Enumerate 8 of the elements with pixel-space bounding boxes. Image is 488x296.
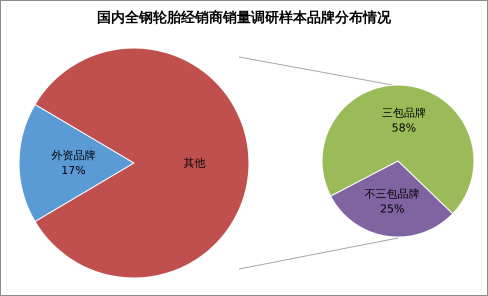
data-label: 25% [380,202,404,216]
slice-label: 三包品牌 [382,106,426,120]
data-label: 17% [61,164,86,177]
slice-label: 不三包品牌 [364,188,420,201]
slice-label: 外资品牌 [52,149,96,162]
slice-label: 其他 [184,156,206,170]
data-label: 58% [392,121,416,134]
chart-title: 国内全钢轮胎经销商销量调研样本品牌分布情况 [96,9,392,27]
